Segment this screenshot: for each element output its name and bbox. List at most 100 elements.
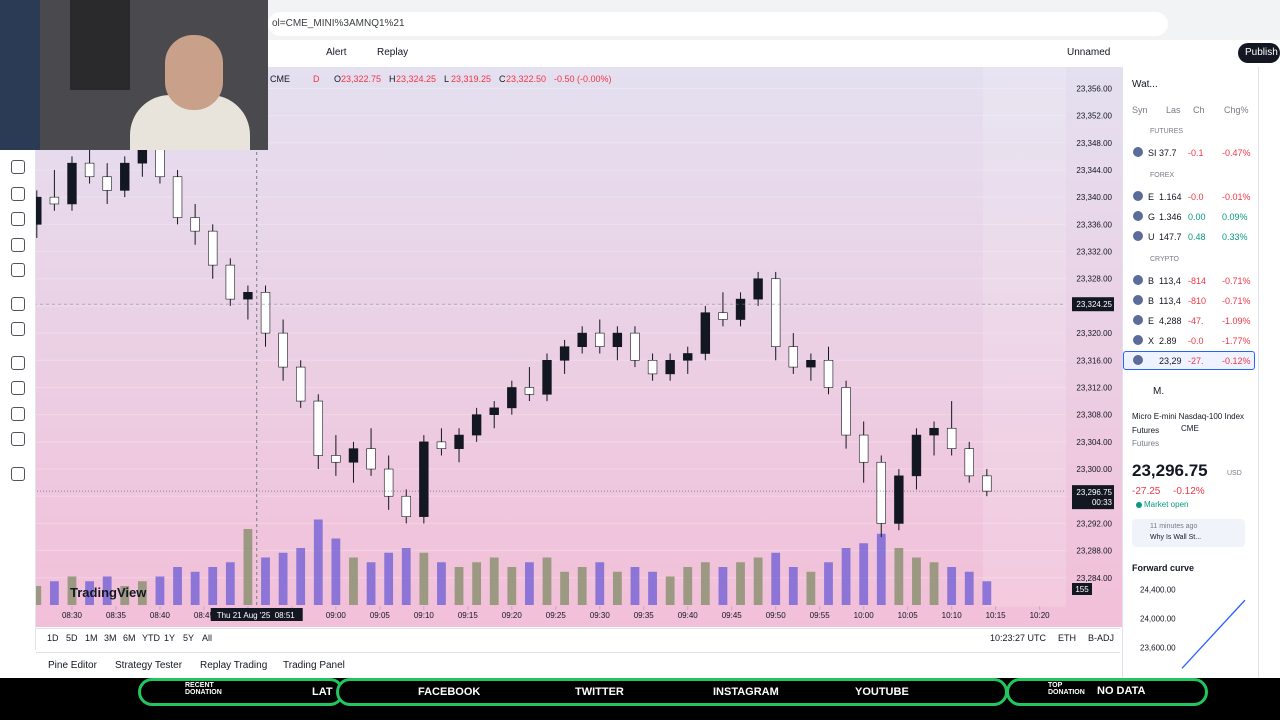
news-card[interactable] <box>1132 519 1245 547</box>
volume-bar <box>912 557 921 605</box>
bottom-tab[interactable]: Trading Panel <box>283 660 345 671</box>
legend-c: 23,322.50 <box>506 74 547 84</box>
crosshair-price: 23,324.25 <box>1076 300 1112 309</box>
volume-bar <box>472 562 482 605</box>
x-tick-label: 08:45 <box>194 611 215 620</box>
range-button[interactable]: 1D <box>47 633 59 643</box>
x-tick-label: 09:30 <box>590 611 611 620</box>
row-last: 113,4 <box>1159 276 1181 286</box>
crosshair-date: Thu 21 Aug '25 <box>217 611 271 620</box>
range-button[interactable]: All <box>202 633 213 643</box>
detail-change: -27.25 <box>1132 486 1161 497</box>
candle-body <box>172 176 183 218</box>
volume-bar <box>190 571 200 605</box>
overlay-link[interactable]: YOUTUBE <box>855 686 909 698</box>
adjust[interactable]: B-ADJ <box>1088 633 1115 643</box>
x-tick-label: 10:15 <box>986 611 1007 620</box>
row-symbol[interactable]: U <box>1148 232 1155 242</box>
overlay-link[interactable]: INSTAGRAM <box>713 686 779 698</box>
y-tick-label: 23,328.00 <box>1076 275 1112 284</box>
left-toolbar <box>0 150 36 650</box>
row-symbol[interactable]: E <box>1148 192 1155 202</box>
tool-icon[interactable] <box>11 187 25 201</box>
candle-body <box>190 217 200 232</box>
tool-icon[interactable] <box>11 356 25 370</box>
range-button[interactable]: 5Y <box>183 633 195 643</box>
legend-c-label: C <box>499 74 506 84</box>
y-tick-label: 23,348.00 <box>1076 139 1112 148</box>
row-last: 1.164 <box>1159 192 1182 202</box>
watchlist-column: Ch <box>1193 105 1205 115</box>
overlay-top-value: NO DATA <box>1097 685 1146 697</box>
overlay-link[interactable]: FACEBOOK <box>418 686 481 698</box>
watchlist-title[interactable]: Wat... <box>1132 79 1158 90</box>
url-field[interactable] <box>268 12 1168 36</box>
row-symbol[interactable]: B <box>1148 276 1155 286</box>
tool-icon[interactable] <box>11 238 25 252</box>
candle-body <box>735 298 746 320</box>
volume-bar <box>67 576 77 605</box>
row-icon <box>1133 335 1143 345</box>
bottom-tab[interactable]: Replay Trading <box>200 660 268 671</box>
news-time: 11 minutes ago <box>1150 523 1198 530</box>
watchlist-section: FOREX <box>1150 172 1175 179</box>
forward-curve: 24,400.00 24,000.00 23,600.00 <box>1140 585 1246 669</box>
url: ol=CME_MINI%3AMNQ1%21 <box>272 18 405 29</box>
tool-icon[interactable] <box>11 432 25 446</box>
range-button[interactable]: 1Y <box>164 633 176 643</box>
range-button[interactable]: YTD <box>142 633 160 643</box>
tool-icon[interactable] <box>11 160 25 174</box>
bottom-tab[interactable]: Strategy Tester <box>115 660 183 671</box>
candle-body <box>313 400 323 456</box>
candle-body <box>383 468 394 497</box>
watchlist-selected[interactable] <box>1123 351 1255 370</box>
session[interactable]: ETH <box>1058 633 1076 643</box>
volume-bar <box>859 543 869 605</box>
range-button[interactable]: 6M <box>123 633 136 643</box>
bottom-tab[interactable]: Pine Editor <box>48 660 97 671</box>
row-symbol[interactable]: G <box>1148 212 1156 222</box>
row-icon <box>1133 275 1143 285</box>
alert-button[interactable]: Alert <box>326 47 347 58</box>
y-tick-label: 23,288.00 <box>1076 547 1112 556</box>
row-symbol[interactable]: X <box>1148 336 1155 346</box>
volume-bar <box>507 567 517 605</box>
range-button[interactable]: 5D <box>66 633 78 643</box>
row-symbol[interactable]: E <box>1148 316 1155 326</box>
row-symbol[interactable]: B <box>1148 296 1155 306</box>
candle-body <box>630 332 640 361</box>
tool-icon[interactable] <box>11 407 25 421</box>
tool-icon[interactable] <box>11 212 25 226</box>
volume-bar <box>525 562 534 605</box>
watchlist-column: Chg% <box>1224 105 1249 115</box>
webcam <box>0 0 268 150</box>
volume-bar <box>278 552 288 605</box>
x-tick-label: 08:30 <box>62 611 83 620</box>
y-tick-label: 23,312.00 <box>1076 383 1112 392</box>
volume-bar <box>648 571 657 605</box>
volume-bar <box>964 571 974 605</box>
tool-icon[interactable] <box>11 322 25 336</box>
range-button[interactable]: 3M <box>104 633 117 643</box>
candle-body <box>577 332 587 347</box>
row-symbol[interactable]: SI <box>1148 148 1157 158</box>
layout-name[interactable]: Unnamed <box>1067 47 1111 58</box>
volume-bar <box>384 552 394 605</box>
candle-body <box>595 332 605 347</box>
volume-bar <box>454 567 464 605</box>
range-button[interactable]: 1M <box>85 633 98 643</box>
candle-body <box>823 359 834 388</box>
replay-button[interactable]: Replay <box>377 47 409 58</box>
tool-icon[interactable] <box>11 467 25 481</box>
overlay-link[interactable]: TWITTER <box>575 686 624 698</box>
publish-button[interactable]: Publish <box>1245 47 1278 58</box>
y-tick-label: 23,292.00 <box>1076 519 1112 528</box>
tool-icon[interactable] <box>11 381 25 395</box>
row-change: 0.48 <box>1188 232 1206 242</box>
tool-icon[interactable] <box>11 297 25 311</box>
volume-bar <box>243 529 253 605</box>
tool-icon[interactable] <box>11 263 25 277</box>
y-tick-label: 23,308.00 <box>1076 411 1112 420</box>
row-last: 23,29 <box>1159 356 1182 366</box>
